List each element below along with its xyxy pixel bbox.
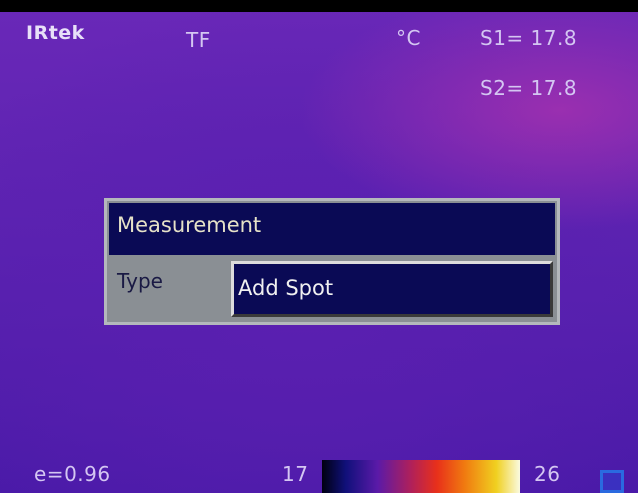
field-label: Type [117,269,163,293]
dialog-title-bar: Measurement [109,203,555,255]
top-border [0,0,638,12]
unit-indicator: °C [396,26,421,50]
type-value: Add Spot [238,276,334,300]
spot-reading: S1= 17.8 [480,26,578,50]
emissivity: e=0.96 [34,462,111,486]
scale-min: 17 [282,462,309,486]
dialog-title: Measurement [117,213,262,237]
brand-logo: IRtek [26,22,85,44]
scale-max: 26 [534,462,561,486]
measurement-dialog: Measurement Type Add Spot [104,198,560,325]
type-selector[interactable]: Add Spot [231,261,553,317]
spot-reading: S2= 17.8 [480,76,578,100]
color-scale [322,460,520,493]
mode-indicator: TF [186,28,211,52]
status-icon [600,470,624,493]
